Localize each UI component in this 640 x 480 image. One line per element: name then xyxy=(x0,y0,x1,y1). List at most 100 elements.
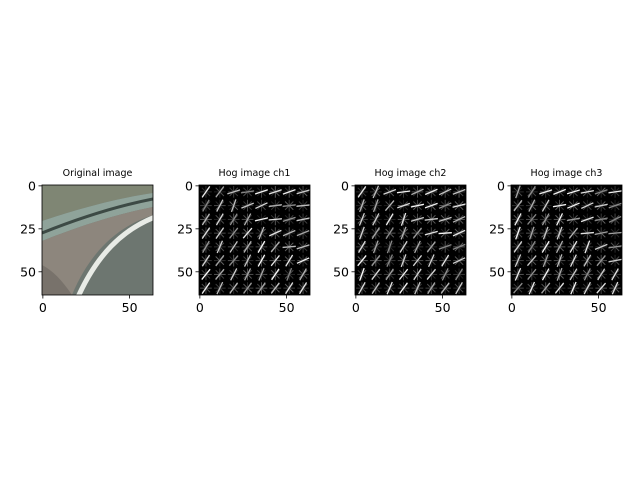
hog-cell xyxy=(512,241,524,253)
hog-dominant-stroke xyxy=(271,268,280,281)
guardrail-shadow xyxy=(42,197,153,235)
hog-cell xyxy=(383,213,396,226)
hog-cell xyxy=(580,213,594,226)
hog-dominant-stroke xyxy=(201,213,211,226)
hog-cell xyxy=(539,282,552,294)
hog-dominant-stroke xyxy=(399,240,408,253)
hog-cell xyxy=(553,254,566,268)
hog-cell xyxy=(200,240,212,253)
hog-dominant-stroke xyxy=(424,188,438,196)
hog-cell xyxy=(539,199,552,212)
hog-dominant-stroke xyxy=(258,226,265,240)
hog-cell xyxy=(356,186,368,198)
hog-cell xyxy=(609,268,621,281)
hog-dominant-stroke xyxy=(229,282,239,294)
hog-cell xyxy=(383,186,397,198)
hog-dominant-stroke xyxy=(359,267,365,281)
hog-cell xyxy=(356,254,368,267)
hog-dominant-stroke xyxy=(358,281,366,295)
hog-dominant-stroke xyxy=(216,281,224,295)
hog-cell xyxy=(356,212,368,226)
y-tick-label: 50 xyxy=(177,264,193,279)
hog-cell xyxy=(580,199,594,212)
hog-cell xyxy=(282,199,296,212)
hog-dominant-stroke xyxy=(257,254,266,267)
hog-dominant-stroke xyxy=(611,268,619,281)
hog-cell xyxy=(553,267,566,281)
hog-cell xyxy=(268,213,283,226)
hog-cell xyxy=(283,254,296,267)
hog-dominant-stroke xyxy=(424,217,439,221)
hog-cell xyxy=(452,186,466,198)
hog-cell xyxy=(566,186,580,198)
hog-dominant-stroke xyxy=(268,218,283,221)
hog-dominant-stroke xyxy=(580,202,594,210)
hog-dominant-stroke xyxy=(452,203,466,208)
hog-dominant-stroke xyxy=(386,240,393,254)
hog-cell xyxy=(296,213,310,226)
hog-dominant-stroke xyxy=(282,229,296,237)
hog-dominant-stroke xyxy=(513,241,523,253)
hog-cell xyxy=(425,241,438,253)
hog-cell xyxy=(580,186,594,198)
hog-cell xyxy=(425,254,438,267)
hog-cell xyxy=(227,282,240,294)
hog-dominant-stroke xyxy=(296,257,310,264)
hog-dominant-stroke xyxy=(412,227,423,239)
hog-cell xyxy=(424,213,439,226)
hog-dominant-stroke xyxy=(541,240,550,253)
hog-cell xyxy=(567,254,580,267)
hog-cell xyxy=(512,268,524,281)
hog-dominant-stroke xyxy=(385,268,394,281)
hog-dominant-stroke xyxy=(268,229,282,237)
hog-cell xyxy=(282,186,296,198)
hog-cell xyxy=(397,268,410,281)
hog-cell xyxy=(438,227,452,239)
hog-cell xyxy=(439,268,452,281)
hog-dominant-stroke xyxy=(201,254,211,267)
hog-background xyxy=(355,185,466,295)
hog-dominant-stroke xyxy=(513,282,523,294)
hog-cell xyxy=(608,241,622,253)
hog-cell xyxy=(241,282,254,294)
hog-cell xyxy=(369,254,382,267)
hog-cell xyxy=(566,213,581,226)
hog-cell xyxy=(213,268,226,281)
hog-cell xyxy=(594,199,608,212)
hog-dominant-stroke xyxy=(400,212,407,226)
hog-cell xyxy=(439,282,452,294)
hog-dominant-stroke xyxy=(455,268,464,281)
x-tick-label: 50 xyxy=(591,300,607,315)
hog-image xyxy=(355,185,466,295)
hog-dominant-stroke xyxy=(583,254,592,267)
hog-cell xyxy=(213,227,226,239)
axes-frame xyxy=(198,184,311,296)
hog-cell xyxy=(254,213,269,226)
hog-dominant-stroke xyxy=(441,254,450,267)
hog-dominant-stroke xyxy=(243,240,252,253)
hog-cell xyxy=(240,186,255,198)
hog-dominant-stroke xyxy=(400,226,407,240)
hog-cell xyxy=(255,199,268,212)
hog-dominant-stroke xyxy=(282,204,296,208)
hog-cell xyxy=(268,199,282,212)
hog-cell xyxy=(383,199,396,212)
hog-cell xyxy=(227,227,240,239)
x-tick-label: 50 xyxy=(122,300,138,315)
hog-cell xyxy=(512,213,524,226)
hog-dominant-stroke xyxy=(258,267,265,281)
hog-dominant-stroke xyxy=(594,243,608,251)
hog-dominant-stroke xyxy=(555,240,564,254)
hog-dominant-stroke xyxy=(570,281,577,295)
hog-dominant-stroke xyxy=(254,217,269,222)
hog-image xyxy=(199,185,310,295)
hog-dominant-stroke xyxy=(397,202,411,209)
hog-dominant-stroke xyxy=(414,240,421,254)
hog-cell xyxy=(438,241,452,253)
hog-dominant-stroke xyxy=(569,268,578,281)
hog-cell xyxy=(581,281,594,295)
hog-dominant-stroke xyxy=(597,268,606,281)
hog-dominant-stroke xyxy=(569,254,577,267)
hog-dominant-stroke xyxy=(513,199,523,212)
hog-dominant-stroke xyxy=(357,255,367,267)
